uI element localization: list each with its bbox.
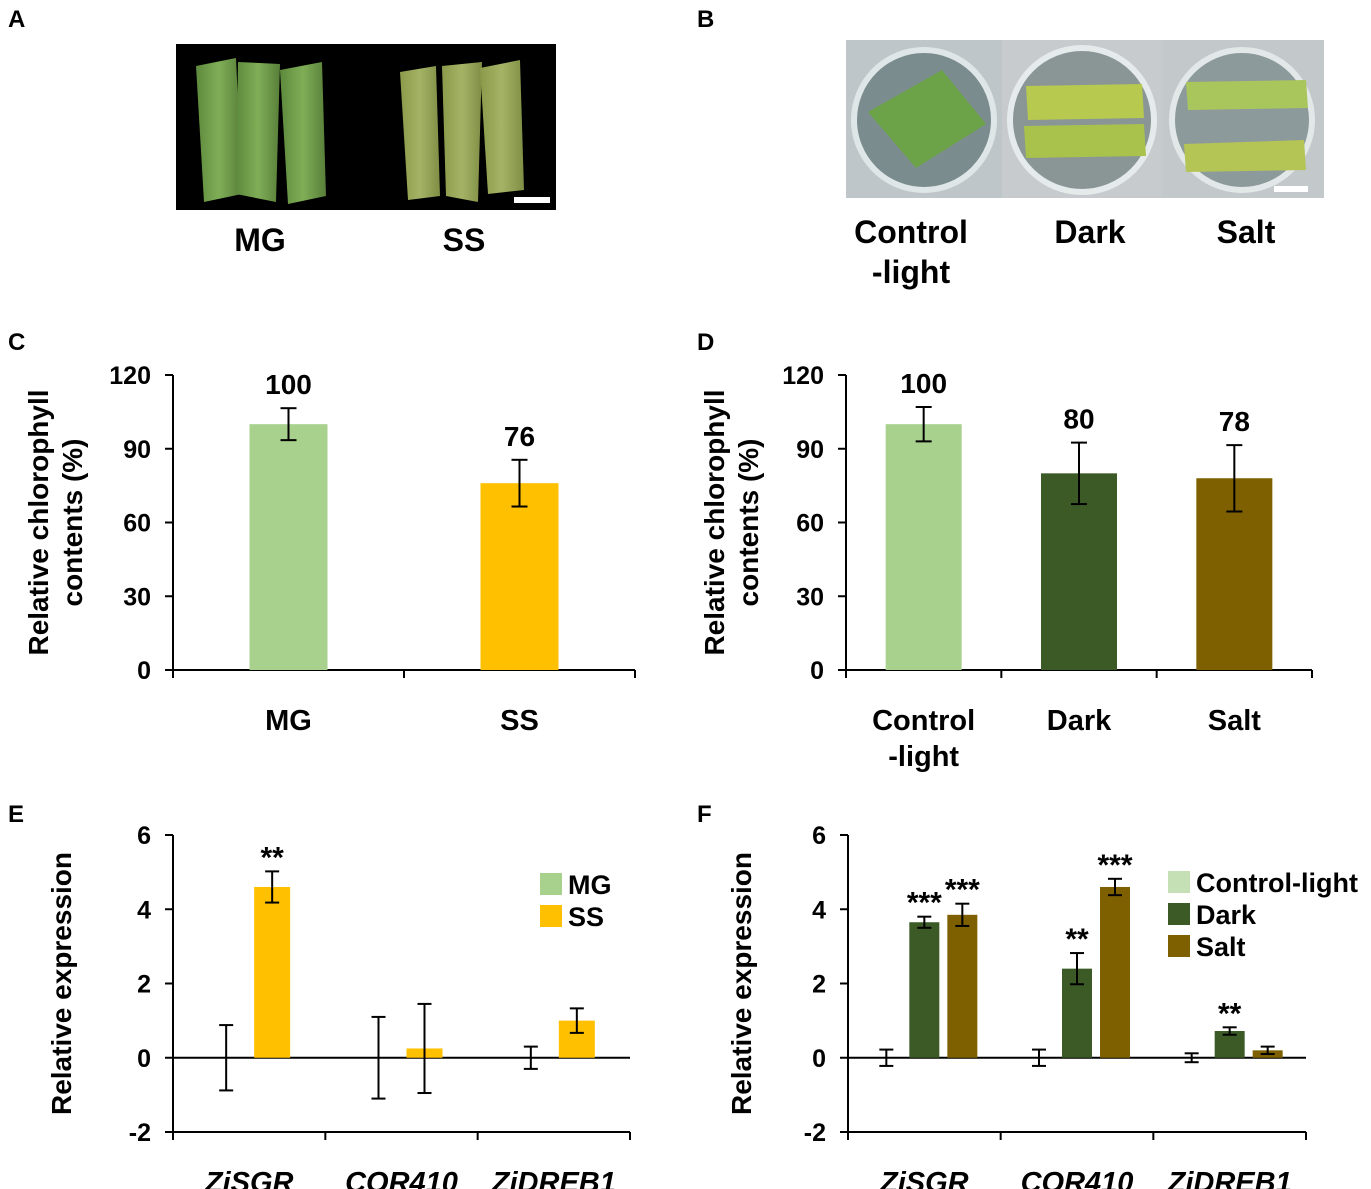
panel-letter-a: A [8, 6, 26, 33]
legend-label-f: Control-light [1196, 868, 1358, 898]
bar-c [480, 483, 559, 670]
photo-label-control-light: Control -light [854, 214, 968, 290]
y-tick-label-c: 90 [123, 436, 151, 464]
significance-mark-e: ** [260, 841, 284, 874]
category-label-f: ZjSGR [879, 1167, 969, 1189]
photo-label-ss: SS [442, 222, 486, 258]
data-label-d: 100 [900, 368, 947, 399]
bar-f [1100, 886, 1130, 1058]
data-label-d: 78 [1219, 406, 1250, 437]
significance-mark-f: *** [945, 874, 980, 907]
bar-d [885, 424, 962, 670]
photo-label-salt: Salt [1216, 214, 1276, 250]
leaf-photo-a [176, 44, 556, 210]
panel-letter-d: D [697, 329, 714, 356]
y-tick-label-f: 6 [812, 822, 826, 850]
dish-photo-b [846, 40, 1324, 198]
category-label-d: Salt [1208, 705, 1262, 737]
leaf-photo-icon [196, 58, 550, 204]
panel-letter-c: C [8, 329, 25, 356]
legend-swatch-f [1168, 871, 1190, 893]
y-tick-label-c: 60 [123, 510, 151, 538]
y-tick-label-e: 4 [137, 896, 151, 924]
y-tick-label-c: 0 [137, 657, 151, 685]
data-label-c: 100 [265, 369, 312, 400]
y-axis-label-e: Relative expression [46, 852, 77, 1115]
panel-letter-e: E [8, 801, 24, 828]
category-label-e: COR410 [345, 1167, 458, 1189]
y-axis-label-c: contents (%) [57, 439, 88, 607]
panel-letter-f: F [697, 801, 712, 828]
y-tick-label-e: 6 [137, 822, 151, 850]
y-tick-label-f: 2 [812, 971, 826, 999]
bar-e [254, 886, 291, 1058]
y-axis-label-d: Relative chlorophyll [699, 389, 730, 655]
petri-dish-photo-icon [846, 40, 1324, 198]
legend-label-e: MG [568, 870, 612, 900]
y-tick-label-c: 30 [123, 583, 151, 611]
data-label-d: 80 [1063, 404, 1094, 435]
bar-f [947, 914, 978, 1058]
data-label-c: 76 [504, 421, 535, 452]
significance-mark-f: *** [1097, 849, 1132, 882]
y-axis-label-c: Relative chlorophyll [23, 389, 54, 655]
legend-swatch-f [1168, 935, 1190, 957]
legend-swatch-f [1168, 903, 1190, 925]
category-label-d: Dark [1047, 705, 1112, 737]
significance-mark-f: *** [907, 887, 942, 920]
y-tick-label-f: 4 [812, 896, 826, 924]
bar-f [909, 922, 940, 1058]
significance-mark-f: ** [1218, 997, 1242, 1030]
y-tick-label-f: -2 [804, 1119, 826, 1147]
y-tick-label-d: 90 [796, 436, 824, 464]
category-label-f: ZjDREB1 [1167, 1167, 1292, 1189]
panel-letter-b: B [697, 6, 715, 33]
y-axis-label-d: contents (%) [733, 439, 764, 607]
y-tick-label-d: 0 [810, 657, 824, 685]
legend-label-f: Salt [1196, 932, 1246, 962]
y-tick-label-e: 0 [137, 1045, 151, 1073]
photo-label-mg: MG [234, 222, 286, 258]
category-label-c: SS [500, 705, 539, 737]
category-label-f: COR410 [1021, 1167, 1134, 1189]
legend-label-e: SS [568, 902, 604, 932]
category-label-e: ZjDREB1 [491, 1167, 616, 1189]
legend-label-f: Dark [1196, 900, 1257, 930]
bar-c [249, 424, 328, 670]
y-tick-label-e: 2 [137, 971, 151, 999]
y-tick-label-e: -2 [129, 1119, 151, 1147]
significance-mark-f: ** [1065, 923, 1089, 956]
y-axis-label-f: Relative expression [726, 852, 757, 1115]
legend-swatch-e [540, 873, 562, 895]
category-label-e: ZjSGR [204, 1167, 294, 1189]
category-label-d: Control [872, 705, 975, 737]
legend-swatch-e [540, 905, 562, 927]
y-tick-label-d: 60 [796, 510, 824, 538]
photo-label-dark: Dark [1054, 214, 1126, 250]
bar-d [1041, 473, 1117, 670]
y-tick-label-d: 30 [796, 583, 824, 611]
y-tick-label-f: 0 [812, 1045, 826, 1073]
category-label-d: -light [888, 741, 959, 773]
y-tick-label-d: 120 [782, 362, 824, 390]
y-tick-label-c: 120 [109, 362, 151, 390]
category-label-c: MG [265, 705, 312, 737]
